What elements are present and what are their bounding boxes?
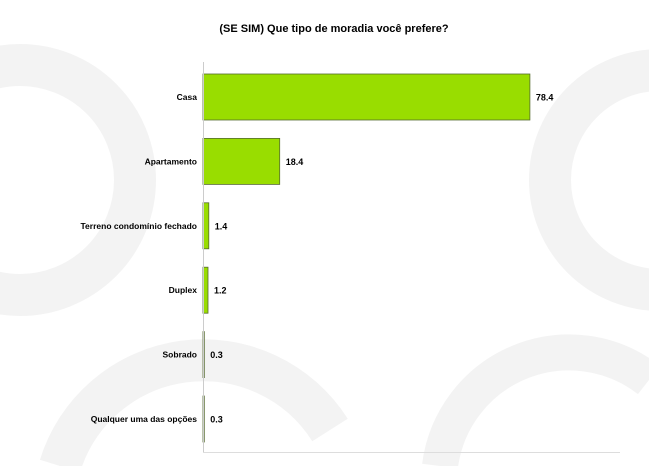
- value-label-3: 1.2: [214, 286, 227, 296]
- category-labels: Casa Apartamento Terreno condomínio fechad…: [81, 92, 198, 424]
- value-label-5: 0.3: [210, 415, 223, 425]
- watermark-ring-right: [529, 49, 649, 311]
- category-label-3: Duplex: [169, 285, 198, 295]
- watermark-arc-bottom: [39, 339, 348, 466]
- watermark-ring-left: [0, 44, 156, 316]
- value-label-2: 1.4: [215, 221, 228, 231]
- chart-title: (SE SIM) Que tipo de moradia você prefer…: [219, 23, 448, 35]
- bar-1: [202, 137, 281, 185]
- category-label-2: Terreno condomínio fechado: [81, 221, 198, 231]
- bar-0: [202, 73, 531, 121]
- category-label-4: Sobrado: [163, 350, 197, 360]
- value-label-1: 18.4: [286, 157, 304, 167]
- watermark-arc-bottom-right: [422, 334, 649, 466]
- value-label-4: 0.3: [210, 350, 223, 360]
- value-labels: 78.4 18.4 1.4 1.2 0.3 0.3: [210, 93, 553, 425]
- category-label-5: Qualquer uma das opções: [91, 414, 198, 424]
- bars-group: [202, 73, 531, 443]
- category-label-0: Casa: [177, 92, 198, 102]
- value-label-0: 78.4: [536, 93, 554, 103]
- category-label-1: Apartamento: [145, 156, 197, 166]
